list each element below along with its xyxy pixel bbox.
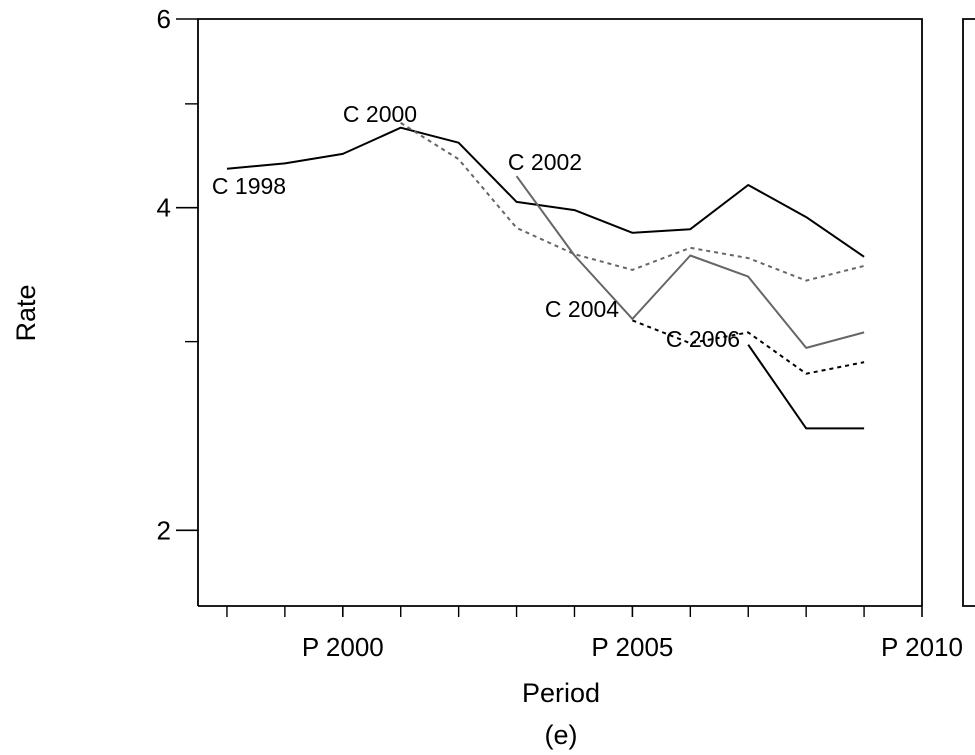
series-line-c-2004: [632, 319, 865, 375]
y-tick-label: 6: [157, 4, 171, 34]
series-label: C 2000: [343, 101, 417, 127]
panel-caption: (e): [545, 720, 578, 750]
x-tick-label: P 2005: [591, 632, 673, 662]
x-axis-title: Period: [522, 678, 600, 708]
axes: [176, 18, 975, 617]
series-line-c-1998: [226, 126, 865, 258]
x-tick-label: P 2000: [302, 632, 384, 662]
series-line-c-2006: [747, 344, 865, 430]
series-label: C 2002: [508, 149, 582, 175]
y-tick-label: 2: [157, 515, 171, 545]
series-label: C 2006: [666, 326, 740, 352]
y-axis-title: Rate: [11, 284, 41, 341]
adjacent-panel-frame: [962, 18, 975, 607]
series-line-c-2002: [515, 175, 865, 349]
labels: P 2000 P 2005 P 2010 2 4 6 Period (e) Rate C 1998…: [11, 4, 963, 750]
series-label: C 2004: [545, 296, 619, 322]
plot-frame: [197, 18, 923, 606]
series-line-c-2000: [400, 122, 865, 282]
x-tick-label: P 2010: [881, 632, 963, 662]
series-label: C 1998: [212, 173, 286, 199]
y-tick-label: 4: [157, 193, 171, 223]
series-layer: [226, 122, 865, 430]
